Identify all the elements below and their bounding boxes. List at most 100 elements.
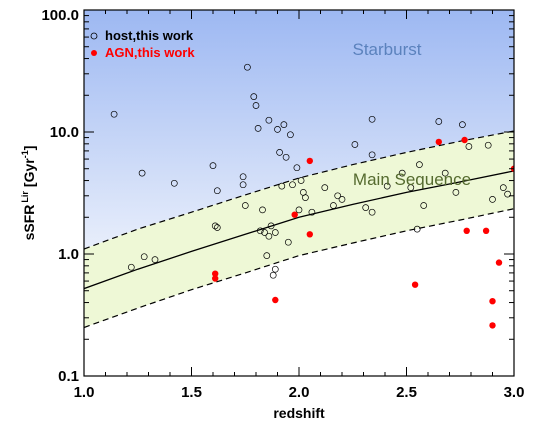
host-point	[338, 196, 346, 203]
agn-point	[272, 296, 279, 304]
legend-agn-marker	[91, 50, 97, 56]
host-point	[321, 184, 329, 191]
axis-ticks	[83, 9, 515, 377]
host-point	[276, 149, 283, 156]
host-point	[362, 204, 370, 211]
host-point	[259, 206, 266, 214]
host-point	[282, 153, 290, 161]
y-axis-title: sSFRLir[Gyr-1]	[20, 146, 37, 241]
host-point	[263, 252, 271, 259]
x-axis-title: redshift	[273, 405, 325, 421]
host-point	[265, 116, 273, 124]
host-point	[413, 225, 421, 233]
main-sequence-annotation: Main Sequence	[353, 170, 471, 189]
host-series	[110, 63, 511, 279]
host-point	[398, 169, 406, 177]
agn-point	[489, 322, 496, 329]
legend: host,this work AGN,this work	[90, 28, 195, 60]
main-sequence-lower-bound	[84, 208, 514, 329]
x-tick-label: 1.0	[74, 384, 95, 401]
host-point	[499, 184, 507, 191]
host-point	[459, 121, 466, 128]
agn-point	[489, 298, 496, 305]
main-sequence-line	[84, 170, 514, 290]
host-point	[284, 238, 292, 246]
agn-point	[461, 136, 468, 144]
starburst-annotation: Starburst	[353, 40, 422, 59]
host-point	[269, 271, 277, 279]
host-point	[416, 161, 423, 168]
agn-series	[212, 136, 514, 329]
host-point	[261, 229, 268, 236]
host-point	[271, 229, 279, 236]
host-point	[151, 256, 159, 263]
host-point	[256, 227, 264, 235]
agn-point	[306, 157, 313, 165]
host-point	[254, 125, 262, 132]
host-point	[308, 208, 316, 216]
host-point	[244, 63, 251, 71]
host-point	[241, 202, 249, 209]
x-tick-label: 3.0	[504, 384, 525, 401]
host-point	[295, 206, 303, 214]
host-point	[278, 182, 286, 190]
main-sequence-band	[84, 131, 514, 328]
host-point	[302, 194, 309, 201]
main-sequence-upper-bound	[84, 130, 514, 250]
host-point	[420, 202, 428, 209]
agn-point	[212, 270, 219, 277]
agn-point	[411, 281, 419, 288]
y-tick-label: 10.0	[50, 124, 79, 141]
starburst-region	[84, 10, 514, 249]
agn-point	[495, 259, 503, 266]
agn-point	[463, 227, 470, 234]
x-tick-label: 1.5	[181, 384, 202, 401]
host-point	[441, 169, 449, 177]
host-point	[452, 189, 460, 196]
legend-agn-label: AGN,this work	[105, 45, 195, 60]
host-point	[287, 131, 294, 139]
agn-point	[291, 211, 298, 218]
host-point	[211, 222, 219, 230]
host-point	[297, 177, 305, 184]
host-point	[368, 115, 376, 123]
host-point	[110, 110, 118, 118]
host-point	[465, 143, 473, 150]
host-point	[127, 263, 135, 271]
host-point	[280, 121, 288, 128]
agn-point	[482, 227, 490, 234]
host-point	[265, 232, 273, 240]
host-point	[407, 184, 415, 191]
agn-point	[306, 231, 313, 238]
host-point	[489, 196, 496, 203]
legend-host-label: host,this work	[105, 28, 194, 43]
x-tick-label: 2.5	[396, 384, 417, 401]
host-point	[484, 141, 492, 149]
legend-host-marker	[90, 32, 98, 40]
host-point	[289, 181, 296, 189]
host-point	[435, 118, 443, 125]
host-point	[239, 173, 247, 181]
host-point	[213, 187, 221, 195]
host-point	[140, 253, 148, 261]
host-point	[250, 93, 258, 100]
host-point	[138, 169, 146, 177]
host-point	[239, 181, 247, 189]
host-point	[334, 192, 342, 200]
host-point	[351, 141, 359, 148]
host-point	[267, 222, 275, 230]
y-tick-label: 100.0	[41, 7, 79, 24]
agn-point	[212, 275, 219, 282]
host-point	[252, 102, 260, 109]
host-point	[213, 224, 221, 231]
host-point	[383, 182, 391, 190]
host-point	[209, 162, 217, 169]
y-tick-label: 0.1	[58, 368, 79, 385]
host-point	[293, 164, 301, 172]
host-point	[170, 179, 178, 187]
host-point	[368, 151, 376, 159]
host-point	[271, 265, 279, 273]
y-tick-label: 1.0	[58, 246, 79, 263]
